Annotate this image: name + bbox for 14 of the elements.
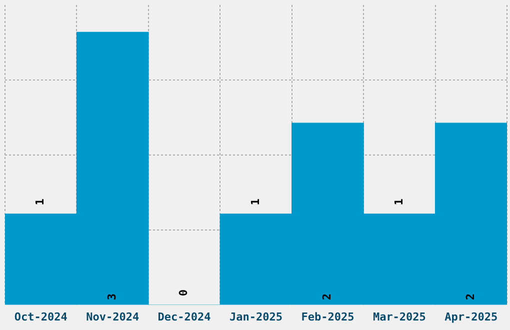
data-label: 1 xyxy=(34,198,47,206)
data-label: 1 xyxy=(248,198,262,206)
data-label: 1 xyxy=(392,198,406,206)
data-label: 0 xyxy=(177,289,190,296)
x-tick-label: Apr-2025 xyxy=(444,310,498,324)
x-tick-label: Feb-2025 xyxy=(301,310,354,324)
x-tick-label: Oct-2024 xyxy=(14,310,68,324)
x-tick-label: Mar-2025 xyxy=(372,310,426,324)
x-tick-label: Nov-2024 xyxy=(86,310,140,324)
data-label: 2 xyxy=(464,293,477,300)
x-tick-label: Dec-2024 xyxy=(158,310,212,324)
data-label: 3 xyxy=(105,293,118,300)
x-tick-label: Jan-2025 xyxy=(230,310,282,324)
data-label: 2 xyxy=(320,293,334,300)
